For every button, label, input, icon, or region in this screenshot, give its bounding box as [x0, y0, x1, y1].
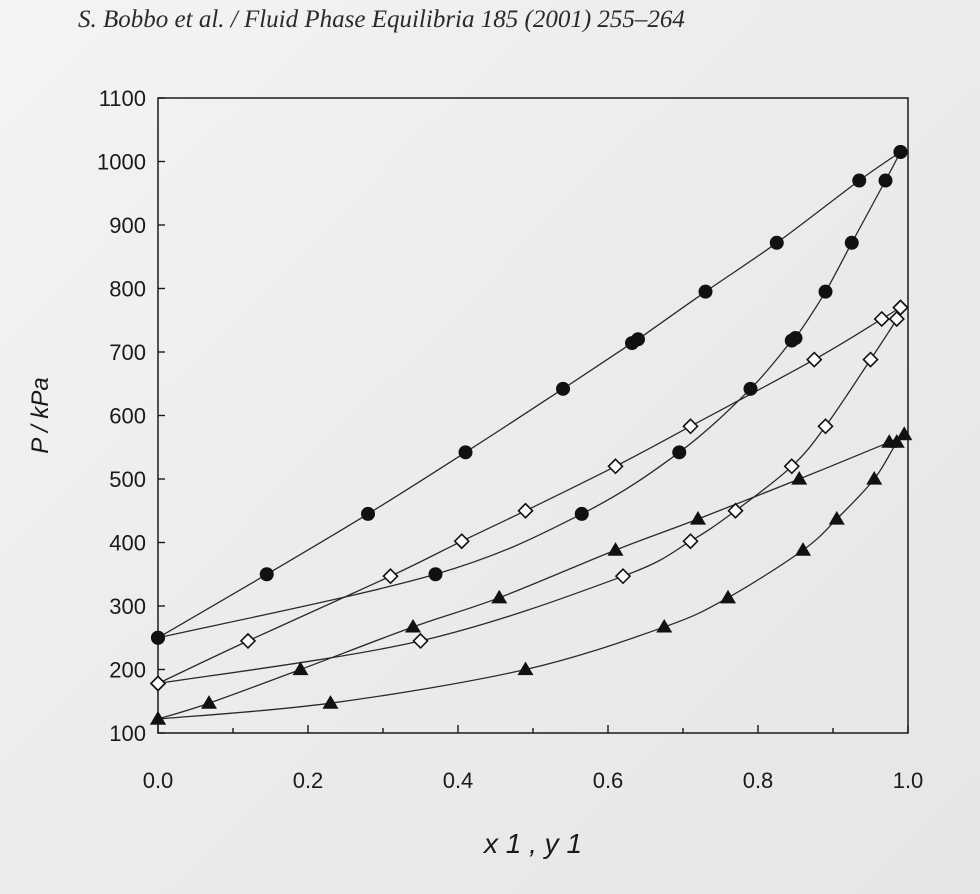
y-tick-label: 400: [109, 531, 146, 556]
curve-bubble-open-diamond: [157, 306, 901, 685]
y-tick-label: 800: [109, 277, 146, 302]
data-point-diamond: [517, 502, 534, 519]
data-point-diamond: [682, 418, 699, 435]
curve-dew-filled-circle: [157, 151, 902, 639]
data-point-triangle: [795, 542, 811, 556]
y-tick-label: 900: [109, 213, 146, 238]
data-point-diamond: [239, 632, 257, 650]
data-point-diamond: [817, 418, 834, 435]
data-point-circle: [769, 235, 784, 250]
data-point-triangle: [292, 661, 309, 676]
y-tick-label: 1000: [97, 150, 146, 175]
data-point-triangle: [720, 589, 736, 604]
data-point-triangle: [491, 589, 508, 604]
data-point-diamond: [873, 310, 890, 328]
curve-dew-open-diamond: [157, 307, 902, 685]
data-point-circle: [631, 332, 645, 347]
data-markers: [149, 144, 913, 725]
data-point-circle: [878, 173, 893, 188]
data-point-circle: [361, 506, 375, 521]
data-point-triangle: [888, 434, 905, 448]
data-point-triangle: [690, 511, 706, 525]
data-point-triangle: [405, 618, 421, 633]
data-point-circle: [788, 331, 803, 346]
x-tick-label: 0.0: [143, 768, 174, 793]
data-point-circle: [893, 144, 908, 159]
x-tick-label: 0.6: [593, 768, 624, 793]
data-point-diamond: [892, 299, 909, 316]
data-point-diamond: [149, 675, 167, 692]
y-tick-label: 100: [109, 721, 146, 746]
data-point-diamond: [682, 533, 699, 550]
data-point-circle: [672, 445, 687, 460]
x-tick-label: 0.2: [293, 768, 324, 793]
data-point-circle: [574, 506, 589, 521]
data-point-circle: [818, 284, 833, 299]
data-point-triangle: [607, 542, 624, 556]
data-point-triangle: [896, 426, 913, 441]
fitted-curves: [157, 151, 905, 720]
data-point-circle: [259, 567, 274, 582]
data-point-triangle: [201, 695, 217, 709]
y-tick-label: 700: [109, 340, 146, 365]
data-point-diamond: [614, 568, 632, 585]
data-point-circle: [852, 173, 867, 188]
data-point-triangle: [791, 471, 808, 485]
data-point-diamond: [607, 458, 624, 475]
data-point-diamond: [382, 568, 399, 585]
data-point-diamond: [727, 502, 744, 519]
y-tick-label: 200: [109, 658, 146, 683]
data-point-circle: [743, 381, 758, 396]
journal-citation: S. Bobbo et al. / Fluid Phase Equilibria…: [78, 6, 685, 33]
data-point-triangle: [866, 471, 883, 485]
data-point-diamond: [783, 458, 800, 475]
data-point-diamond: [862, 351, 879, 368]
y-tick-label: 1100: [99, 86, 146, 111]
data-point-circle: [844, 235, 859, 250]
x-tick-label: 1.0: [893, 768, 924, 793]
data-point-triangle: [150, 711, 166, 725]
data-point-triangle: [517, 661, 534, 676]
x-tick-label: 0.4: [443, 768, 474, 793]
data-point-diamond: [806, 351, 823, 368]
plot-frame: [157, 97, 909, 734]
data-point-triangle: [828, 511, 845, 525]
y-tick-label: 500: [109, 467, 146, 492]
data-point-triangle: [656, 618, 673, 633]
y-tick-label: 600: [109, 404, 146, 429]
data-point-circle: [698, 284, 713, 299]
data-point-triangle: [322, 695, 339, 709]
data-point-circle: [458, 445, 473, 460]
data-point-circle: [556, 381, 570, 396]
y-tick-label: 300: [109, 594, 146, 619]
data-point-diamond: [888, 310, 905, 328]
y-axis-label: P / kPa: [27, 377, 54, 453]
data-point-circle: [151, 630, 165, 645]
data-point-diamond: [412, 632, 429, 650]
axis-ticks: 100 200 300 400 500 600 700 800 900 1000 1100 0.0 0.…: [97, 86, 923, 793]
x-axis-label: x 1 , y 1: [482, 828, 582, 859]
x-tick-label: 0.8: [743, 768, 774, 793]
curve-bubble-filled-triangle: [157, 434, 905, 720]
data-point-circle: [428, 567, 443, 582]
curve-bubble-filled-circle: [157, 151, 901, 639]
data-point-diamond: [453, 533, 470, 550]
